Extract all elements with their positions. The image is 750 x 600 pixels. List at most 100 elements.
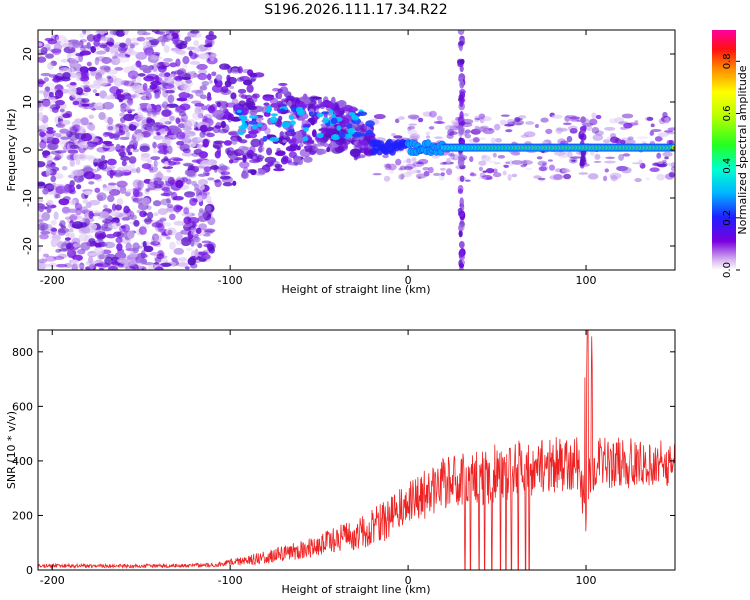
snr-xtick-label: 0 bbox=[405, 574, 412, 587]
spectrogram-cell bbox=[114, 123, 126, 128]
spectrogram-cell bbox=[115, 143, 121, 151]
spectrogram-cell bbox=[407, 114, 420, 119]
spectrogram-cell bbox=[428, 166, 434, 174]
spectrogram-cell bbox=[221, 86, 229, 93]
spectrogram-cell bbox=[425, 135, 431, 139]
spectrogram-cell bbox=[138, 226, 147, 235]
spectrogram-cell bbox=[167, 94, 175, 104]
spectrogram-cell bbox=[116, 243, 123, 252]
spectrogram-cell bbox=[86, 34, 96, 42]
spectrogram-cell bbox=[55, 150, 67, 154]
spectrogram-cell bbox=[38, 261, 47, 270]
spectrogram-cell bbox=[173, 204, 182, 213]
spectrogram-cell bbox=[478, 113, 486, 119]
spectrogram-cell bbox=[58, 198, 70, 206]
snr-xlabel: Height of straight line (km) bbox=[281, 583, 430, 596]
spectrogram-cell bbox=[88, 210, 94, 220]
spectrogram-cell bbox=[222, 123, 230, 133]
snr-ytick-label: 800 bbox=[12, 346, 33, 359]
spectrogram-cell bbox=[237, 145, 249, 154]
spectrogram-cell bbox=[406, 158, 412, 164]
spectrogram-cell bbox=[194, 47, 201, 52]
spectrogram-cell bbox=[156, 253, 165, 260]
spectrogram-cell bbox=[311, 129, 317, 138]
spectrogram-cell bbox=[114, 66, 124, 71]
spectrogram-cell bbox=[195, 89, 204, 97]
spectrogram-cell bbox=[88, 223, 98, 231]
spectrogram-cell bbox=[79, 50, 92, 56]
spectrogram-cell bbox=[83, 84, 90, 89]
spectrogram-cell bbox=[83, 190, 92, 196]
spectrogram-cell bbox=[167, 229, 173, 236]
spectrogram-cell bbox=[418, 117, 424, 123]
spectrogram-cell bbox=[157, 64, 167, 73]
spectrogram-cell bbox=[176, 131, 186, 140]
spectrogram-cell bbox=[256, 155, 265, 160]
spectrogram-cell bbox=[84, 212, 90, 217]
spectrogram-cell bbox=[505, 161, 511, 164]
spectrogram-cell bbox=[276, 119, 283, 128]
spectrogram-cell bbox=[80, 242, 91, 251]
spectrogram-cell bbox=[99, 211, 110, 219]
spectrogram-cell bbox=[236, 136, 243, 142]
spectrogram-cell bbox=[594, 153, 601, 161]
spectrogram-cell bbox=[511, 173, 518, 178]
spectrogram-cell bbox=[66, 52, 72, 61]
spectrogram-cell bbox=[56, 121, 67, 127]
spectrogram-cell bbox=[562, 122, 572, 126]
spectrogram-cell bbox=[478, 126, 488, 133]
spectrogram-cell bbox=[73, 153, 80, 161]
spectrogram-cell bbox=[40, 46, 48, 56]
spectrogram-cell bbox=[219, 175, 231, 180]
spectrogram-xlabel: Height of straight line (km) bbox=[281, 283, 430, 296]
spectrogram-cell bbox=[349, 148, 361, 158]
spectrogram-cell bbox=[119, 125, 124, 133]
spectrogram-cell bbox=[140, 95, 150, 101]
spectrogram-cell bbox=[403, 166, 413, 171]
spectrogram-cell bbox=[200, 159, 212, 168]
spectrogram-cell bbox=[92, 89, 97, 94]
spectrogram-cell bbox=[123, 30, 129, 35]
spectrogram-cell bbox=[610, 175, 618, 182]
spectrogram-cell bbox=[136, 36, 146, 42]
spectrogram-cell bbox=[158, 83, 164, 91]
spectrogram-cell bbox=[46, 199, 54, 206]
spectrogram-ytick-label: 0 bbox=[21, 147, 34, 154]
spectrogram-cell bbox=[159, 117, 170, 126]
spectrogram-cell bbox=[295, 99, 301, 105]
spectrogram-cell bbox=[55, 35, 67, 44]
spectrogram-cell bbox=[150, 156, 161, 161]
spectrogram-cell bbox=[161, 101, 169, 109]
spectrogram-cell bbox=[116, 231, 124, 239]
spectrogram-cell bbox=[153, 212, 159, 217]
spectrogram-cell bbox=[173, 247, 184, 255]
spectrogram-cell bbox=[53, 211, 59, 220]
spectrogram-cell bbox=[627, 136, 634, 141]
spectrogram-cell bbox=[127, 144, 135, 149]
spectrogram-cell bbox=[457, 207, 463, 214]
spectrogram-cell bbox=[409, 133, 421, 141]
spectrogram-cell bbox=[256, 123, 263, 128]
spectrogram-cell bbox=[77, 91, 85, 96]
spectrogram-cell bbox=[78, 54, 84, 63]
spectrogram-cell bbox=[88, 123, 96, 131]
spectrogram-cell bbox=[173, 70, 184, 75]
spectrogram-cell bbox=[458, 266, 464, 270]
spectrogram-cell bbox=[146, 211, 154, 220]
spectrogram-cell bbox=[69, 213, 78, 221]
spectrogram-cell bbox=[166, 103, 179, 108]
spectrogram-cell bbox=[383, 175, 391, 182]
spectrogram-cell bbox=[79, 32, 85, 39]
spectrogram-ytick-label: -10 bbox=[21, 189, 34, 207]
spectrogram-cell bbox=[248, 130, 259, 135]
spectrogram-cell bbox=[258, 145, 265, 153]
spectrogram-cell bbox=[211, 84, 223, 93]
spectrogram-cell bbox=[146, 122, 157, 132]
spectrogram-cell bbox=[99, 69, 107, 74]
spectrogram-cell bbox=[90, 45, 97, 54]
spectrogram-cell bbox=[561, 128, 567, 132]
spectrogram-cell bbox=[101, 253, 107, 258]
spectrogram-cell bbox=[303, 127, 309, 132]
spectrogram-ytick-label: 20 bbox=[21, 47, 34, 61]
spectrogram-cell bbox=[227, 131, 237, 135]
